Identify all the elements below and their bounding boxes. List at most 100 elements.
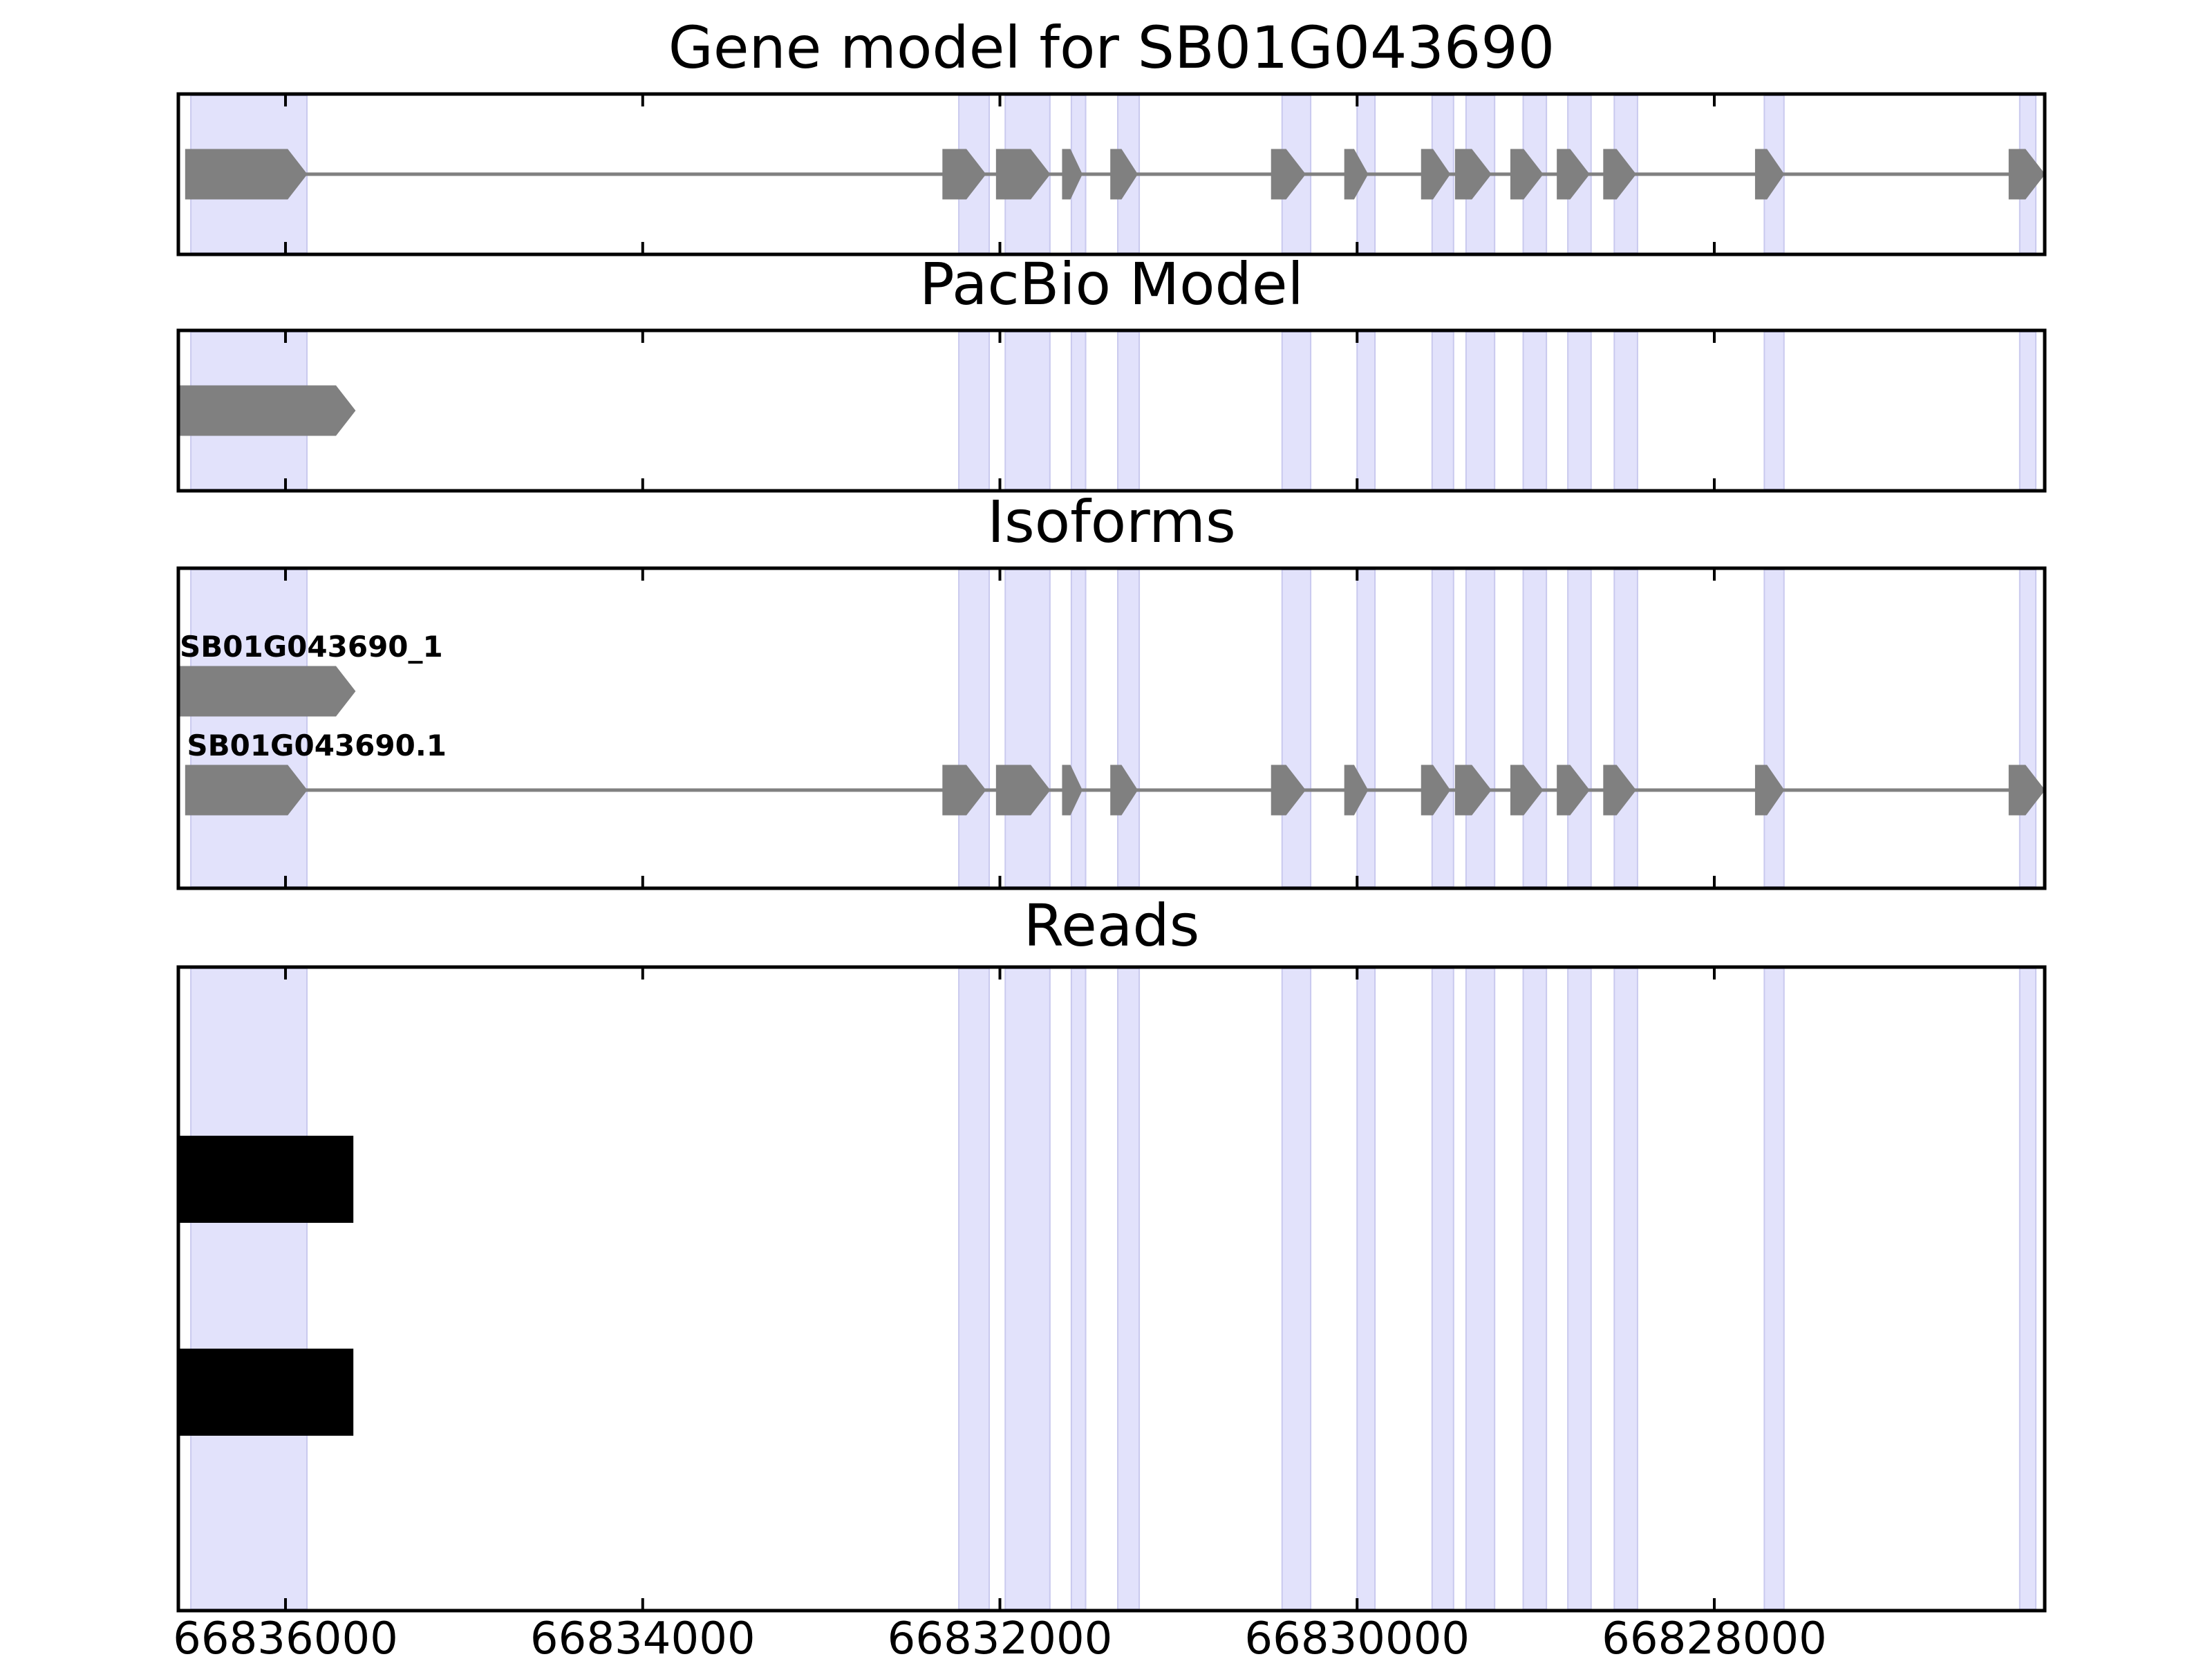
gene-track: SB01G043690_1 — [178, 630, 443, 717]
exon — [1603, 765, 1636, 816]
gene-track: SB01G043690.1 — [185, 729, 2045, 816]
panel-frame — [176, 965, 2047, 1613]
exon — [1454, 149, 1492, 200]
exon — [1454, 765, 1492, 816]
exon — [1754, 765, 1785, 816]
read-bar — [178, 1136, 354, 1223]
exon — [1557, 765, 1590, 816]
shading-band — [1431, 331, 1454, 490]
x-tick-label: 66834000 — [530, 1613, 756, 1659]
exon — [1510, 149, 1544, 200]
exon-shading — [190, 968, 2037, 1610]
shading-band — [1281, 968, 1312, 1610]
shading-band — [958, 968, 991, 1610]
shading-band — [1004, 968, 1051, 1610]
gene-track — [185, 149, 2045, 200]
panel-title: PacBio Model — [919, 250, 1304, 318]
shading-band — [1356, 968, 1376, 1610]
panel-frame — [176, 328, 2047, 493]
shading-band — [1763, 968, 1785, 1610]
x-tick-label: 66828000 — [1602, 1613, 1827, 1659]
exon — [185, 149, 308, 200]
shading-band — [1356, 569, 1376, 888]
shading-band — [958, 569, 991, 888]
shading-band — [1004, 569, 1051, 888]
panel-title: Reads — [1024, 892, 1200, 959]
exon — [1510, 765, 1544, 816]
panel-isoforms: Isoforms SB01G043690_1 SB01G043690.1 — [176, 488, 2047, 890]
shading-band — [2018, 569, 2037, 888]
shading-band — [1431, 569, 1454, 888]
panel-pacbio: PacBio Model — [176, 250, 2047, 493]
panel-ticks — [284, 568, 1716, 888]
isoform-label: SB01G043690_1 — [180, 630, 443, 664]
shading-band — [1613, 569, 1638, 888]
shading-band — [958, 331, 991, 490]
exon — [2008, 149, 2045, 200]
shading-band — [1465, 968, 1496, 1610]
shading-band — [1117, 968, 1141, 1610]
exon — [1754, 149, 1785, 200]
shading-band — [1465, 331, 1496, 490]
shading-band — [1567, 331, 1592, 490]
exon — [1344, 149, 1369, 200]
panel-frame — [176, 92, 2047, 256]
panel-ticks — [284, 330, 1716, 491]
exon — [1603, 149, 1636, 200]
x-tick-label: 66832000 — [888, 1613, 1113, 1659]
exon-shading — [190, 569, 2037, 888]
x-tick-label: 66836000 — [173, 1613, 398, 1659]
shading-band — [1522, 331, 1548, 490]
exon — [178, 385, 356, 436]
shading-band — [1004, 331, 1051, 490]
shading-band — [1431, 968, 1454, 1610]
exon — [1110, 765, 1138, 816]
panel-ticks — [284, 967, 1716, 1611]
shading-band — [1356, 331, 1376, 490]
shading-band — [1070, 569, 1087, 888]
shading-band — [1070, 968, 1087, 1610]
exon — [178, 666, 356, 717]
exon — [1271, 765, 1306, 816]
exon — [995, 765, 1051, 816]
panel-reads: Reads — [176, 892, 2047, 1613]
exon — [995, 149, 1051, 200]
read-bar — [178, 1349, 354, 1436]
panel-gene_model: Gene model for SB01G043690 — [176, 14, 2047, 256]
panels: Gene model for SB01G043690 PacBio Model Is… — [176, 14, 2047, 1613]
shading-band — [1522, 968, 1548, 1610]
panel-ticks — [284, 94, 1716, 254]
shading-band — [1613, 331, 1638, 490]
exon — [1344, 765, 1369, 816]
shading-band — [190, 569, 308, 888]
x-axis: 66836000 66834000 66832000 66830000 66828000 — [173, 1613, 1827, 1659]
shading-band — [1522, 569, 1548, 888]
shading-band — [1567, 968, 1592, 1610]
shading-band — [1763, 331, 1785, 490]
x-tick-label: 66830000 — [1244, 1613, 1470, 1659]
exon — [942, 765, 986, 816]
exon — [942, 149, 986, 200]
exon — [2008, 765, 2045, 816]
exon — [1421, 765, 1451, 816]
shading-band — [1117, 569, 1141, 888]
shading-band — [1465, 569, 1496, 888]
shading-band — [1613, 968, 1638, 1610]
exon — [1062, 149, 1082, 200]
exon — [1421, 149, 1451, 200]
shading-band — [2018, 968, 2037, 1610]
shading-band — [1567, 569, 1592, 888]
exon — [1110, 149, 1138, 200]
shading-band — [1281, 331, 1312, 490]
shading-band — [2018, 331, 2037, 490]
panel-title: Isoforms — [987, 488, 1236, 556]
shading-band — [190, 968, 308, 1610]
isoform-label: SB01G043690.1 — [187, 729, 447, 762]
exon-shading — [190, 331, 2037, 490]
exon — [1271, 149, 1306, 200]
exon — [1557, 149, 1590, 200]
shading-band — [1117, 331, 1141, 490]
shading-band — [1281, 569, 1312, 888]
shading-band — [1070, 331, 1087, 490]
